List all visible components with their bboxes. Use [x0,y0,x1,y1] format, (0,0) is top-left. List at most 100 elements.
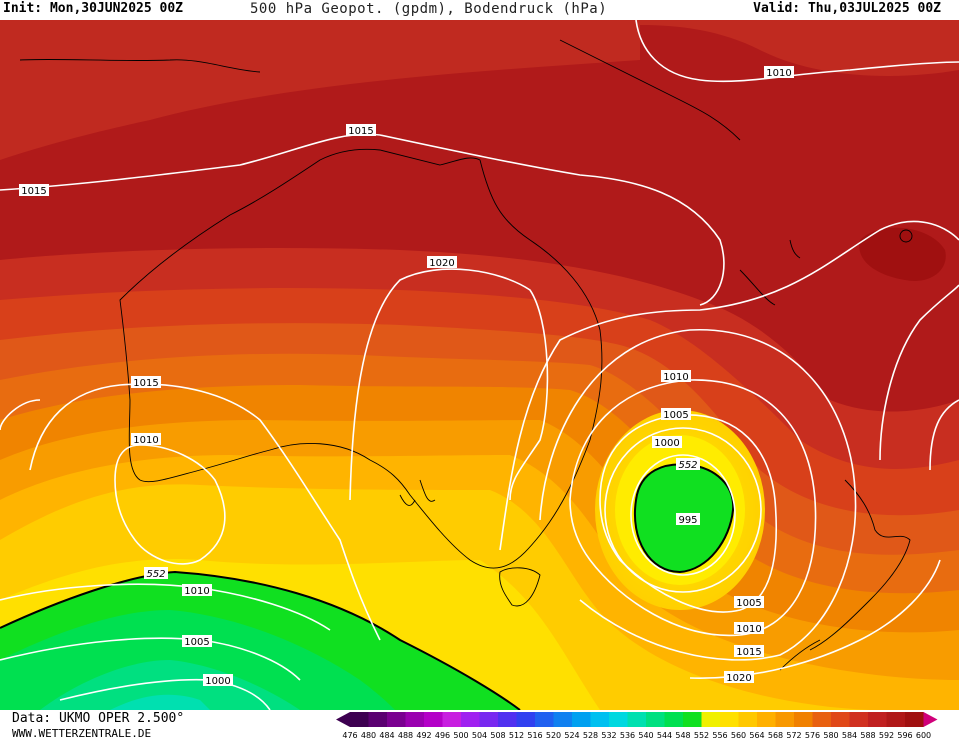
isobar-label-text: 1005 [663,410,688,421]
legend-tick-label: 508 [490,731,505,740]
isobar-1000-south [59,678,271,710]
legend-swatch [831,712,850,727]
northern-islands-coast [19,39,741,141]
legend-swatch [886,712,905,727]
isobar-label-text: 552 [678,460,697,471]
isobar-label: 1005 [661,408,691,421]
field-band-584-north [0,20,640,160]
legend-swatch [590,712,609,727]
tasmania-coast [499,567,541,607]
legend-tick-label: 540 [638,731,653,740]
spencer-gulf [399,479,436,506]
isobar-1020-low [499,220,959,551]
field-band-592 [859,227,946,281]
legend-swatch [738,712,757,727]
footer-bar: Data: UKMO OPER 2.500° WWW.WETTERZENTRAL… [0,710,959,741]
isobar-label: 1010 [182,584,212,597]
legend-tick-label: 524 [564,731,579,740]
map-title: 500 hPa Geopot. (gpdm), Bodendruck (hPa) [250,1,608,17]
isobar-1010-west [114,444,226,565]
valid-time: Valid: Thu,03JUL2025 00Z [753,1,941,16]
isobar-label: 552 [676,458,700,471]
isobar-label-text: 1010 [133,435,158,446]
isobar-label: 1020 [724,671,754,684]
legend-swatch [461,712,480,727]
legend-tick-label: 584 [842,731,857,740]
isobar-label: 995 [676,513,700,526]
pacific-islands-coast [739,239,801,306]
isobar-label-text: 1000 [654,438,679,449]
isobar-label: 1010 [661,370,691,383]
isobar-label: 1015 [131,376,161,389]
legend-swatch [794,712,813,727]
legend-tick-label: 588 [860,731,875,740]
field-band-536 [110,694,210,710]
legend-arrow-left [336,712,350,727]
legend-swatch [442,712,461,727]
legend-tick-label: 592 [879,731,894,740]
isobar-label-text: 552 [146,569,165,580]
legend-swatch [701,712,720,727]
isobar-1015-west [29,383,381,641]
legend-tick-label: 548 [675,731,690,740]
isobar-1010-ne [635,20,959,83]
legend-swatch [720,712,739,727]
legend-tick-label: 556 [712,731,727,740]
isobar-east [879,284,959,461]
legend-tick-label: 564 [749,731,764,740]
isobar-label-text: 1010 [736,624,761,635]
legend-swatch [757,712,776,727]
isobar-label: 1015 [734,645,764,658]
isobar-1015-north [0,133,725,306]
isobar-1010-wcoast [0,399,41,431]
isobar-label-text: 1015 [133,378,158,389]
isobar-label: 1000 [203,674,233,687]
isobar-labels: 1010 1015 1015 1020 1015 1010 1010 1005 … [19,66,794,687]
legend-tick-label: 504 [472,731,487,740]
legend-tick-label: 544 [657,731,672,740]
legend-tick-label: 492 [416,731,431,740]
legend-tick-label: 600 [916,731,931,740]
isobar-label: 1000 [652,436,682,449]
legend-swatch [646,712,665,727]
isobar-label-text: 1010 [766,68,791,79]
contour-552-sw [0,570,521,710]
isobar-1000 [604,427,762,593]
map-canvas: 1010 1015 1015 1020 1015 1010 1010 1005 … [0,20,959,710]
isobar-label-text: 1010 [184,586,209,597]
legend-swatch [535,712,554,727]
isobar-label-text: 1020 [429,258,454,269]
legend-swatch [368,712,387,727]
header-bar: Init: Mon,30JUN2025 00Z 500 hPa Geopot. … [0,0,959,20]
legend-swatch [405,712,424,727]
legend-tick-label: 480 [361,731,376,740]
legend-tick-label: 520 [546,731,561,740]
website-credit: WWW.WETTERZENTRALE.DE [12,727,152,740]
weather-map: 1010 1015 1015 1020 1015 1010 1010 1005 … [0,20,959,710]
legend-swatch [812,712,831,727]
legend-swatch [387,712,406,727]
legend-tick-label: 560 [731,731,746,740]
legend-tick-label: 516 [527,731,542,740]
isobar-1010-low [569,379,817,637]
legend-swatch [775,712,794,727]
legend-swatch [849,712,868,727]
legend-swatch [627,712,646,727]
isobar-label-text: 1005 [736,598,761,609]
legend-tick-label: 552 [694,731,709,740]
legend-swatch [498,712,517,727]
legend-swatch [424,712,443,727]
legend-swatch [572,712,591,727]
legend-swatch [350,712,369,727]
legend-swatch [516,712,535,727]
legend-arrow-right [923,712,938,727]
isobar-label-text: 1020 [726,673,751,684]
legend-swatch [683,712,702,727]
legend-swatch [664,712,683,727]
isobar-label: 1010 [734,622,764,635]
legend-tick-label: 476 [342,731,357,740]
isobar-east2 [929,399,959,471]
isobar-label: 1015 [346,124,376,137]
init-time: Init: Mon,30JUN2025 00Z [3,1,184,16]
isobar-label: 1005 [182,635,212,648]
